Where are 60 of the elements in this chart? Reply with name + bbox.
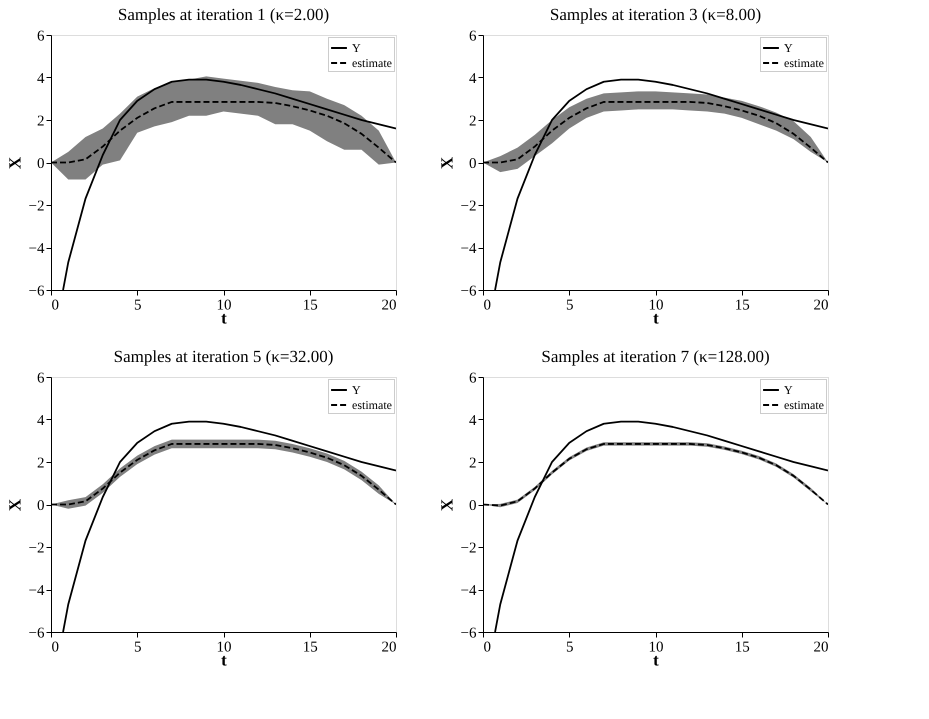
x-tick-label: 20 xyxy=(814,298,828,314)
legend-label: Y xyxy=(784,383,793,397)
x-tick-label: 15 xyxy=(734,640,750,656)
y-tick-label: −2 xyxy=(460,198,476,214)
x-tick-label: 20 xyxy=(814,640,828,656)
y-tick-label: −4 xyxy=(28,241,45,257)
y-axis-title: X xyxy=(6,498,25,512)
x-tick-label: 5 xyxy=(134,640,142,656)
x-tick-label: 5 xyxy=(566,640,574,656)
legend-label: estimate xyxy=(352,398,392,412)
x-tick-label: 15 xyxy=(302,298,318,314)
y-tick-label: 0 xyxy=(469,156,476,172)
y-tick-label: −6 xyxy=(28,284,45,300)
y-tick-label: 4 xyxy=(37,71,45,87)
y-tick-label: 0 xyxy=(37,498,44,514)
y-tick-label: −2 xyxy=(460,540,476,556)
y-tick-label: 6 xyxy=(469,28,477,44)
y-tick-label: 2 xyxy=(37,114,44,130)
y-tick-label: −6 xyxy=(460,284,477,300)
y-tick-label: 0 xyxy=(469,498,476,514)
chart-title: Samples at iteration 3 (κ=8.00) xyxy=(550,5,762,24)
legend-label: Y xyxy=(352,41,361,55)
legend-label: estimate xyxy=(784,56,824,70)
y-tick-label: −2 xyxy=(28,540,44,556)
x-tick-label: 20 xyxy=(382,298,396,314)
x-tick-label: 0 xyxy=(484,298,491,314)
y-tick-label: 4 xyxy=(469,71,477,87)
legend-label: estimate xyxy=(784,398,824,412)
chart-title: Samples at iteration 5 (κ=32.00) xyxy=(114,347,334,366)
x-tick-label: 0 xyxy=(52,640,59,656)
legend-label: estimate xyxy=(352,56,392,70)
y-tick-label: −4 xyxy=(28,583,45,599)
x-tick-label: 5 xyxy=(566,298,574,314)
y-tick-label: −4 xyxy=(460,241,477,257)
x-tick-label: 20 xyxy=(382,640,396,656)
y-tick-label: 6 xyxy=(37,28,45,44)
y-tick-label: 2 xyxy=(469,456,476,472)
y-tick-label: −2 xyxy=(28,198,44,214)
x-tick-label: 0 xyxy=(52,298,59,314)
y-tick-label: −4 xyxy=(460,583,477,599)
y-tick-label: −6 xyxy=(460,626,477,642)
y-axis-title: X xyxy=(438,156,457,170)
y-axis-title: X xyxy=(438,498,457,512)
y-tick-label: −6 xyxy=(28,626,45,642)
chart-title: Samples at iteration 7 (κ=128.00) xyxy=(541,347,770,366)
y-tick-label: 2 xyxy=(37,456,44,472)
y-tick-label: 4 xyxy=(37,413,45,429)
x-tick-label: 5 xyxy=(134,298,142,314)
y-tick-label: 0 xyxy=(37,156,44,172)
x-tick-label: 15 xyxy=(734,298,750,314)
x-tick-label: 15 xyxy=(302,640,318,656)
y-tick-label: 6 xyxy=(37,370,45,386)
y-tick-label: 6 xyxy=(469,370,477,386)
legend-label: Y xyxy=(352,383,361,397)
y-tick-label: 4 xyxy=(469,413,477,429)
y-tick-label: 2 xyxy=(469,114,476,130)
chart-title: Samples at iteration 1 (κ=2.00) xyxy=(118,5,330,24)
x-tick-label: 0 xyxy=(484,640,491,656)
legend-label: Y xyxy=(784,41,793,55)
y-axis-title: X xyxy=(6,156,25,170)
